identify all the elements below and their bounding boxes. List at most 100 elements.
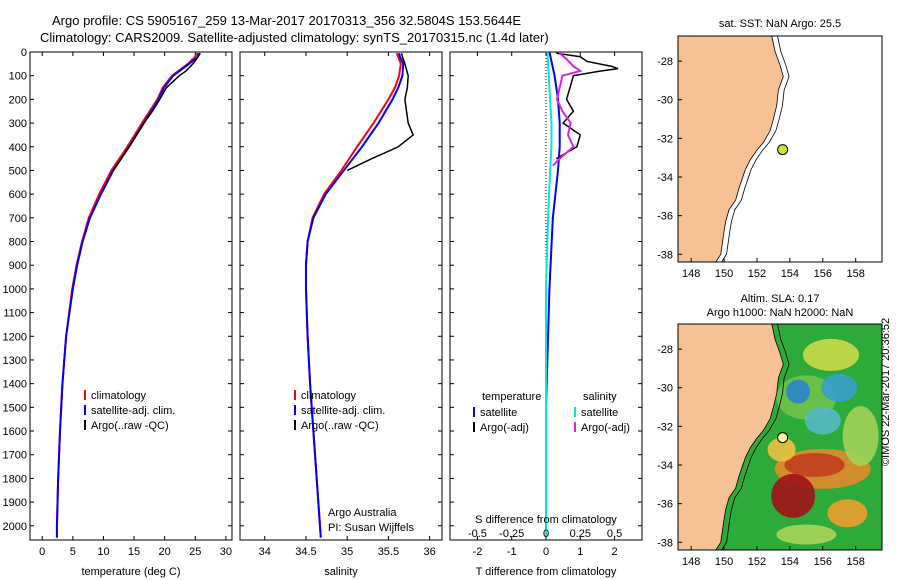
map-bottom-lon-label: 156	[814, 556, 832, 568]
depth-tick-label: 2000	[3, 521, 27, 533]
x-tick-label: 0	[39, 546, 45, 558]
legend-entry: satellite	[480, 407, 517, 419]
map-bottom-lat-label: -38	[657, 537, 673, 549]
series-line-t-argo-adj-	[555, 52, 619, 160]
map-bottom-lat-label: -36	[657, 499, 673, 511]
sla-anomaly	[784, 453, 845, 478]
x2-axis-label: S difference from climatology	[475, 514, 617, 526]
plot-frame-2	[239, 51, 443, 541]
sla-anomaly	[776, 524, 837, 545]
x2-tick-label: 0.5	[607, 528, 622, 540]
series-line-climatology	[55, 52, 198, 538]
depth-tick-label: 1300	[3, 355, 27, 367]
x-tick-label: 34	[259, 546, 271, 558]
header-line-2: Climatology: CARS2009. Satellite-adjuste…	[40, 30, 549, 45]
legend-header: temperature	[482, 391, 541, 403]
map-bottom-lon-label: 152	[748, 556, 766, 568]
depth-tick-label: 1700	[3, 450, 27, 462]
map-top-lat-label: -32	[657, 133, 673, 145]
map-top-lon-label: 150	[715, 268, 733, 280]
map-top-lon-label: 148	[682, 268, 700, 280]
map-bottom-lon-label: 150	[715, 556, 733, 568]
sla-anomaly	[786, 379, 811, 404]
series-line-satellite-adj-clim-	[55, 52, 201, 538]
depth-tick-label: 700	[9, 213, 27, 225]
legend-entry: climatology	[91, 390, 147, 402]
series-line-argo-raw-qc-	[346, 53, 415, 172]
map-bottom-lat-label: -34	[657, 460, 673, 472]
map-bottom-frame	[677, 323, 883, 551]
x-tick-label: 5	[70, 546, 76, 558]
map-bottom-isobath	[721, 323, 790, 551]
x-tick-label: 35.5	[378, 546, 399, 558]
map-bottom-lon-label: 154	[781, 556, 799, 568]
legend-entry: Argo(..raw -QC)	[91, 420, 169, 432]
map-top-lon-label: 152	[748, 268, 766, 280]
sla-anomaly	[821, 373, 858, 402]
series-line-s-satellite	[545, 51, 553, 538]
header-line-1: Argo profile: CS 5905167_259 13-Mar-2017…	[52, 13, 522, 28]
map-top-isobath	[721, 35, 790, 263]
map-bottom-lat-label: -30	[657, 383, 673, 395]
depth-tick-label: 1800	[3, 473, 27, 485]
x-tick-label: -1	[507, 546, 517, 558]
annotation-line-2: PI: Susan Wijffels	[328, 522, 414, 534]
x-tick-label: 1	[577, 546, 583, 558]
series-line-argo-raw-qc-	[112, 53, 200, 171]
series-line-s-argo-adj-	[552, 52, 583, 167]
x-tick-label: 0	[543, 546, 549, 558]
legend-entry: satellite-adj. clim.	[91, 405, 175, 417]
depth-tick-label: 900	[9, 260, 27, 272]
depth-tick-label: 800	[9, 237, 27, 249]
depth-tick-label: 200	[9, 94, 27, 106]
depth-tick-label: 600	[9, 189, 27, 201]
map-top-lon-label: 154	[781, 268, 799, 280]
x-axis-label: temperature (deg C)	[81, 566, 180, 578]
x-tick-label: 25	[189, 546, 201, 558]
series-line-t-satellite	[545, 51, 561, 538]
map-top-lon-label: 158	[846, 268, 864, 280]
depth-tick-label: 500	[9, 165, 27, 177]
x-tick-label: 2	[612, 546, 618, 558]
credit-text: ©IMOS 22-Mar-2017 20:36:52	[880, 317, 892, 466]
depth-tick-label: 1400	[3, 379, 27, 391]
map-bottom-lon-label: 158	[846, 556, 864, 568]
map-top-lat-label: -34	[657, 172, 673, 184]
depth-tick-label: 1000	[3, 284, 27, 296]
series-line-climatology	[304, 52, 402, 538]
x2-tick-label: 0	[543, 528, 549, 540]
x-axis-label: T difference from climatology	[476, 566, 617, 578]
x2-tick-label: 0.25	[570, 528, 591, 540]
plot-frame-1	[29, 51, 233, 541]
x-tick-label: 30	[220, 546, 232, 558]
x-tick-label: -2	[473, 546, 483, 558]
sla-anomaly	[803, 338, 859, 371]
map-bottom-lat-label: -28	[657, 344, 673, 356]
sla-anomaly	[842, 406, 879, 467]
map-top-argo-marker	[777, 144, 789, 156]
map-top-lat-label: -28	[657, 56, 673, 68]
map-bottom-title-1: Altim. SLA: 0.17	[741, 293, 820, 305]
map-bottom-argo-marker	[777, 432, 789, 444]
x-tick-label: 15	[128, 546, 140, 558]
map-top-title: sat. SST: NaN Argo: 25.5	[719, 18, 841, 30]
depth-tick-label: 1200	[3, 331, 27, 343]
map-top-lat-label: -36	[657, 211, 673, 223]
legend-entry: Argo(-adj)	[480, 422, 529, 434]
depth-tick-label: 100	[9, 71, 27, 83]
depth-tick-label: 0	[21, 47, 27, 59]
sla-anomaly	[771, 473, 816, 518]
sla-anomaly	[804, 406, 841, 435]
x-tick-label: 20	[159, 546, 171, 558]
x-tick-label: 10	[97, 546, 109, 558]
map-top-frame	[677, 35, 883, 263]
x-axis-label: salinity	[324, 566, 358, 578]
depth-tick-label: 300	[9, 118, 27, 130]
depth-tick-label: 1500	[3, 402, 27, 414]
map-top-lat-label: -30	[657, 95, 673, 107]
x-tick-label: 34.5	[295, 546, 316, 558]
map-bottom-land	[677, 323, 784, 551]
depth-tick-label: 400	[9, 142, 27, 154]
annotation-line-1: Argo Australia	[328, 507, 397, 519]
